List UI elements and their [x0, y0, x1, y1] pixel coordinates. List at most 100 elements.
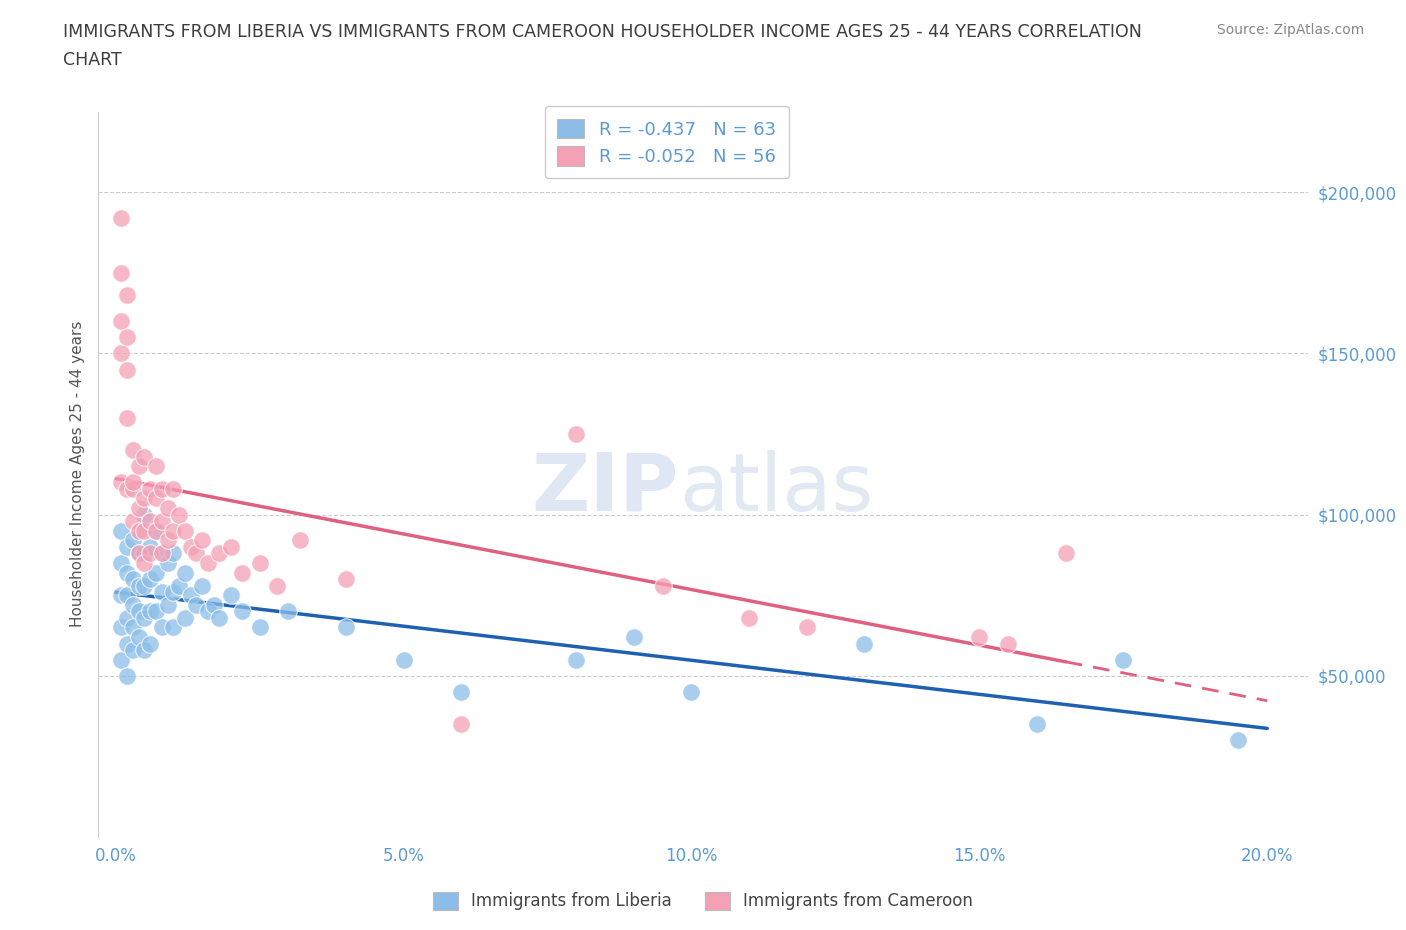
Point	[191, 578, 214, 593]
Point	[128, 546, 150, 561]
Point	[249, 555, 271, 570]
Point	[997, 636, 1019, 651]
Point	[134, 643, 156, 658]
Point	[392, 652, 415, 667]
Point	[110, 524, 132, 538]
Point	[162, 546, 184, 561]
Point	[156, 597, 179, 612]
Point	[115, 410, 138, 425]
Point	[122, 643, 145, 658]
Point	[681, 684, 703, 699]
Point	[150, 482, 173, 497]
Point	[565, 652, 588, 667]
Point	[115, 330, 138, 345]
Point	[145, 604, 167, 618]
Point	[208, 610, 231, 625]
Point	[969, 630, 991, 644]
Point	[156, 500, 179, 515]
Y-axis label: Householder Income Ages 25 - 44 years: Householder Income Ages 25 - 44 years	[69, 321, 84, 628]
Point	[110, 588, 132, 603]
Point	[565, 427, 588, 442]
Point	[122, 482, 145, 497]
Point	[134, 546, 156, 561]
Point	[249, 620, 271, 635]
Point	[122, 572, 145, 587]
Point	[134, 524, 156, 538]
Point	[162, 524, 184, 538]
Point	[145, 565, 167, 580]
Point	[796, 620, 818, 635]
Point	[186, 546, 208, 561]
Point	[115, 482, 138, 497]
Point	[173, 610, 195, 625]
Text: Source: ZipAtlas.com: Source: ZipAtlas.com	[1216, 23, 1364, 37]
Point	[1112, 652, 1135, 667]
Point	[191, 533, 214, 548]
Point	[110, 652, 132, 667]
Point	[115, 636, 138, 651]
Point	[202, 597, 225, 612]
Point	[335, 572, 357, 587]
Point	[145, 524, 167, 538]
Point	[122, 475, 145, 490]
Point	[134, 610, 156, 625]
Point	[128, 578, 150, 593]
Point	[167, 578, 190, 593]
Point	[150, 546, 173, 561]
Point	[277, 604, 299, 618]
Point	[110, 475, 132, 490]
Point	[139, 513, 162, 528]
Point	[115, 539, 138, 554]
Point	[110, 210, 132, 225]
Point	[853, 636, 876, 651]
Point	[150, 513, 173, 528]
Point	[266, 578, 288, 593]
Point	[208, 546, 231, 561]
Point	[115, 669, 138, 684]
Point	[197, 555, 219, 570]
Point	[156, 555, 179, 570]
Point	[122, 513, 145, 528]
Point	[122, 533, 145, 548]
Point	[115, 588, 138, 603]
Point	[134, 578, 156, 593]
Point	[150, 620, 173, 635]
Point	[134, 491, 156, 506]
Point	[110, 346, 132, 361]
Point	[122, 620, 145, 635]
Point	[167, 507, 190, 522]
Point	[122, 597, 145, 612]
Point	[128, 604, 150, 618]
Point	[122, 443, 145, 458]
Point	[180, 588, 202, 603]
Point	[150, 585, 173, 600]
Point	[134, 555, 156, 570]
Point	[139, 482, 162, 497]
Point	[134, 507, 156, 522]
Point	[128, 524, 150, 538]
Point	[145, 491, 167, 506]
Text: CHART: CHART	[63, 51, 122, 69]
Point	[288, 533, 311, 548]
Point	[335, 620, 357, 635]
Legend: Immigrants from Liberia, Immigrants from Cameroon: Immigrants from Liberia, Immigrants from…	[426, 885, 980, 917]
Text: ZIP: ZIP	[531, 450, 679, 528]
Point	[450, 717, 472, 732]
Point	[128, 500, 150, 515]
Point	[623, 630, 645, 644]
Point	[162, 482, 184, 497]
Point	[115, 288, 138, 303]
Point	[134, 449, 156, 464]
Point	[738, 610, 761, 625]
Point	[128, 546, 150, 561]
Point	[139, 604, 162, 618]
Point	[1227, 733, 1250, 748]
Point	[450, 684, 472, 699]
Point	[139, 572, 162, 587]
Point	[110, 555, 132, 570]
Point	[115, 565, 138, 580]
Point	[115, 610, 138, 625]
Point	[139, 546, 162, 561]
Point	[139, 636, 162, 651]
Point	[145, 524, 167, 538]
